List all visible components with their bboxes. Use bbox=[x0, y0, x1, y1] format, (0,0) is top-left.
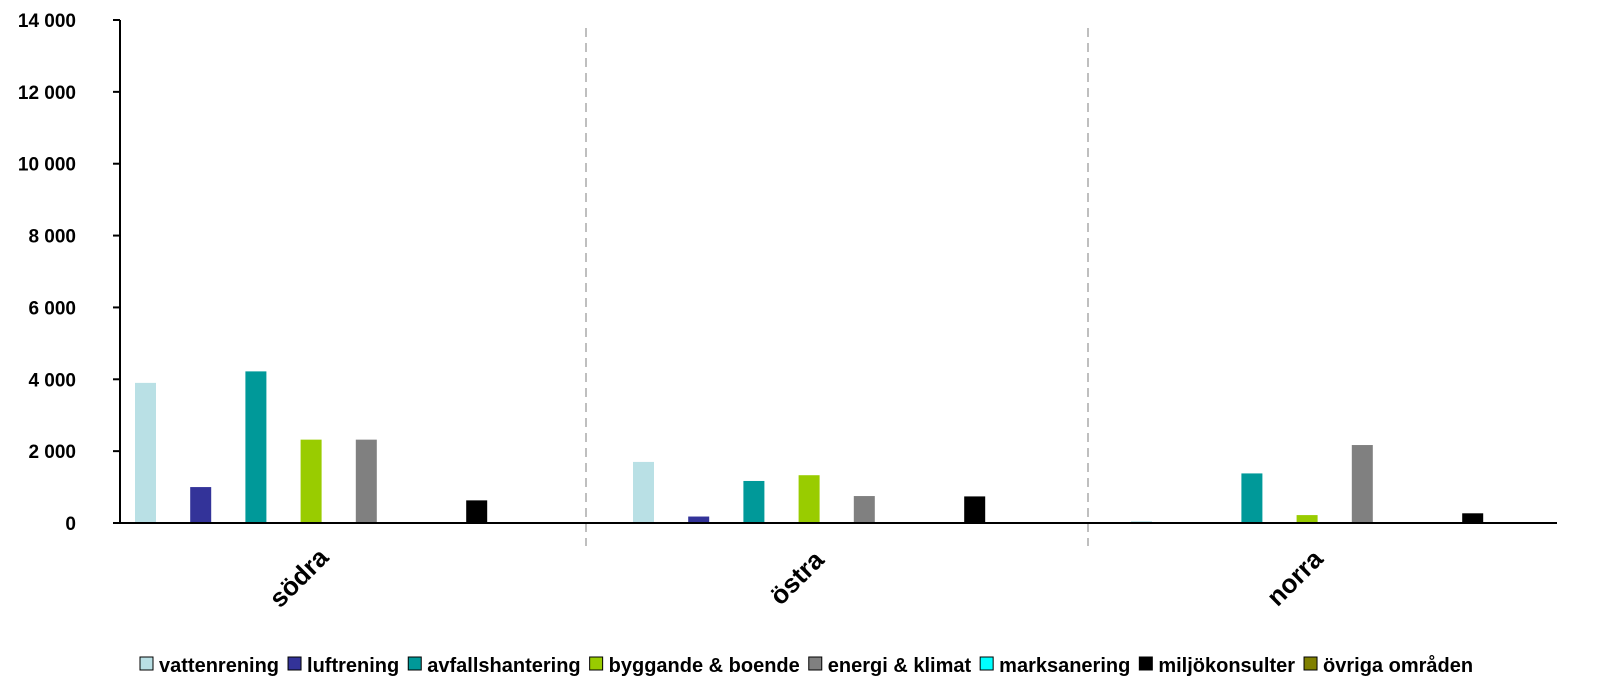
legend-swatch bbox=[979, 656, 994, 671]
legend-swatch bbox=[589, 656, 604, 671]
legend-swatch bbox=[287, 656, 302, 671]
legend-swatch bbox=[1138, 656, 1153, 671]
bar-4-3 bbox=[1296, 515, 1318, 523]
bar-5-3 bbox=[1351, 445, 1373, 523]
bar-3-1 bbox=[245, 371, 267, 523]
y-tick-label: 10 000 bbox=[18, 155, 76, 176]
axes-group bbox=[119, 20, 1557, 524]
bar-1-2 bbox=[633, 461, 654, 523]
x-category-label: norra bbox=[1261, 543, 1330, 612]
y-tick-label: 2 000 bbox=[28, 442, 76, 463]
y-ticks-group: 0 2 000 4 000 6 000 8 000 10 000 12 000 14 000 bbox=[18, 11, 120, 535]
y-tick-label: 6 000 bbox=[28, 298, 76, 319]
category-separators bbox=[585, 28, 1089, 546]
bar-3-3 bbox=[1241, 473, 1263, 523]
bar-5-1 bbox=[355, 439, 377, 523]
legend-label: övriga områden bbox=[1323, 654, 1473, 677]
bar-3-2 bbox=[743, 480, 765, 523]
bar-4-1 bbox=[300, 439, 322, 523]
legend-label: luftrening bbox=[307, 655, 399, 677]
legend-swatch bbox=[407, 656, 422, 671]
y-tick-label: 14 000 bbox=[18, 11, 76, 32]
bar-7-3 bbox=[1462, 513, 1484, 523]
legend-label: energi & klimat bbox=[828, 655, 972, 677]
bar-2-1 bbox=[190, 487, 212, 523]
legend-label: avfallshantering bbox=[427, 655, 580, 677]
bars-group bbox=[135, 371, 1484, 523]
bar-7-2 bbox=[964, 496, 986, 523]
y-tick-label: 8 000 bbox=[28, 227, 76, 248]
legend-swatch bbox=[139, 656, 154, 671]
legend-label: vattenrening bbox=[159, 655, 279, 677]
legend-label: miljökonsulter bbox=[1158, 655, 1295, 677]
bar-2-2 bbox=[688, 516, 710, 523]
legend-label: marksanering bbox=[999, 655, 1130, 677]
bar-7-1 bbox=[466, 500, 488, 523]
x-category-label: östra bbox=[764, 544, 831, 611]
x-category-labels: södra östra norra bbox=[263, 542, 1329, 614]
x-category-label: södra bbox=[263, 542, 335, 614]
y-tick-label: 12 000 bbox=[18, 83, 76, 104]
bar-4-2 bbox=[798, 475, 820, 523]
bar-5-2 bbox=[853, 496, 875, 523]
bar-1-1 bbox=[135, 382, 156, 523]
y-tick-label: 0 bbox=[65, 514, 76, 535]
y-tick-label: 4 000 bbox=[28, 370, 76, 391]
legend-swatch bbox=[1303, 656, 1318, 671]
legend-label: byggande & boende bbox=[609, 655, 800, 677]
legend-swatch bbox=[808, 656, 823, 671]
legend: vattenrening luftrening avfallshantering by… bbox=[139, 654, 1473, 677]
